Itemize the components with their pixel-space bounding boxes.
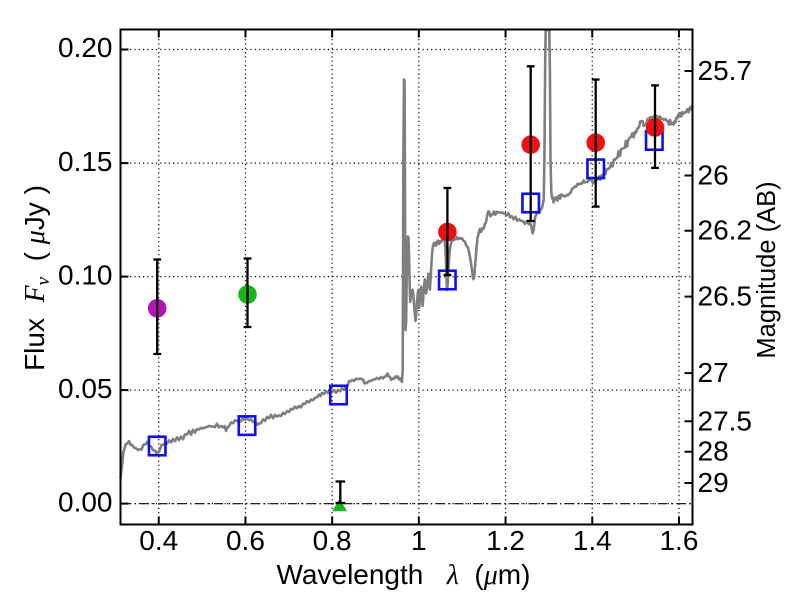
svg-text:26: 26 <box>698 160 729 191</box>
svg-text:25.7: 25.7 <box>698 55 753 86</box>
svg-text:0.6: 0.6 <box>226 525 265 556</box>
svg-text:1: 1 <box>411 525 427 556</box>
svg-text:1.2: 1.2 <box>486 525 525 556</box>
svg-text:0.20: 0.20 <box>58 32 113 63</box>
svg-text:27.5: 27.5 <box>698 405 753 436</box>
svg-text:1.6: 1.6 <box>659 525 698 556</box>
svg-text:Flux Fν ( μJy ): Flux Fν ( μJy ) <box>19 185 54 371</box>
svg-text:26.2: 26.2 <box>698 215 753 246</box>
svg-text:0.4: 0.4 <box>139 525 178 556</box>
svg-text:0.8: 0.8 <box>313 525 352 556</box>
svg-text:29: 29 <box>698 467 729 498</box>
svg-text:0.05: 0.05 <box>58 373 113 404</box>
svg-text:0.00: 0.00 <box>58 486 113 517</box>
svg-text:27: 27 <box>698 357 729 388</box>
svg-text:1.4: 1.4 <box>573 525 612 556</box>
svg-text:26.5: 26.5 <box>698 281 753 312</box>
svg-text:0.10: 0.10 <box>58 259 113 290</box>
svg-text:28: 28 <box>698 436 729 467</box>
svg-text:0.15: 0.15 <box>58 146 113 177</box>
svg-text:Wavelength λ (μm): Wavelength λ (μm) <box>277 559 531 591</box>
svg-text:Magnitude (AB): Magnitude (AB) <box>753 181 781 358</box>
